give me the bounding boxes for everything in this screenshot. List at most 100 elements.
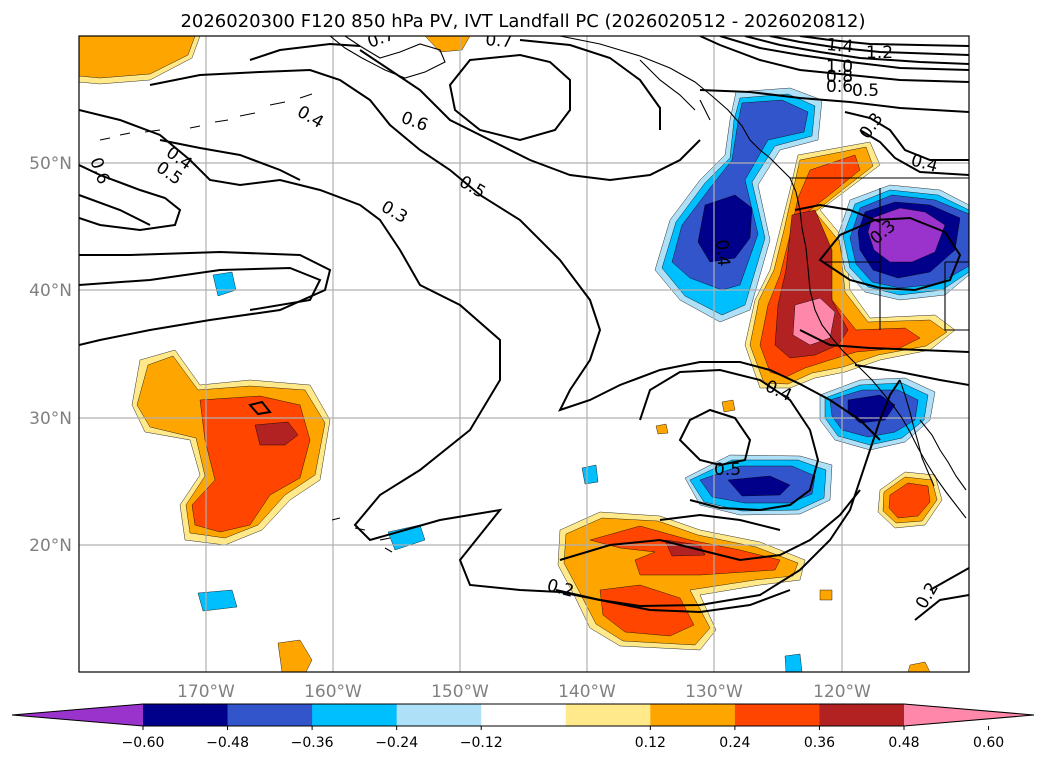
coastlines bbox=[99, 36, 969, 553]
contour-line bbox=[149, 68, 881, 441]
shade-cyan-spot2 bbox=[197, 589, 238, 612]
map-title: 2026020300 F120 850 hPa PV, IVT Landfall… bbox=[180, 11, 865, 32]
contour-line bbox=[818, 216, 962, 292]
longitude-labels: 170°W 160°W 150°W 140°W 130°W 120°W bbox=[177, 682, 871, 702]
colorbar-segment bbox=[227, 704, 313, 726]
lat-label-50n: 50°N bbox=[29, 154, 72, 174]
contour-line bbox=[659, 513, 781, 531]
contour-line bbox=[559, 489, 861, 562]
contour-line bbox=[799, 36, 969, 47]
contour-line bbox=[794, 203, 881, 223]
lon-label-140w: 140°W bbox=[558, 682, 616, 702]
contour-line bbox=[744, 36, 969, 65]
colorbar: −0.60 −0.48 −0.36 −0.24 −0.12 0.12 0.24 0.36 0.4… bbox=[11, 703, 1035, 751]
contour-line bbox=[79, 194, 151, 226]
lon-label-120w: 120°W bbox=[813, 682, 871, 702]
contour-line bbox=[79, 109, 901, 608]
lat-label-40n: 40°N bbox=[29, 281, 72, 301]
shade-navy-sub1 bbox=[727, 475, 791, 497]
contour-line bbox=[159, 139, 301, 181]
contour-line bbox=[519, 39, 661, 130]
contour-line bbox=[844, 111, 969, 161]
shade-orange-spot5 bbox=[907, 661, 931, 672]
lat-label-30n: 30°N bbox=[29, 409, 72, 429]
colorbar-segment bbox=[312, 704, 398, 726]
contour-line bbox=[859, 129, 969, 176]
shade-darkred-west bbox=[254, 421, 299, 446]
colorbar-tick-label: 0.24 bbox=[719, 735, 750, 751]
contour-line bbox=[249, 42, 361, 61]
shade-orange-spot1 bbox=[277, 639, 313, 672]
colorbar-segment bbox=[819, 704, 905, 726]
contour-line bbox=[929, 567, 969, 591]
shade-orange-spot2 bbox=[721, 399, 736, 413]
contour-label: 1.2 bbox=[866, 43, 893, 63]
contour-line bbox=[699, 89, 969, 113]
contour-line bbox=[79, 266, 322, 311]
colorbar-extend-low bbox=[12, 704, 143, 726]
contour-label: 0.5 bbox=[714, 460, 741, 480]
shade-pink-coast bbox=[792, 297, 836, 346]
graticule bbox=[79, 36, 969, 672]
lon-label-150w: 150°W bbox=[431, 682, 489, 702]
shade-navy-bc bbox=[697, 194, 753, 263]
shade-orange-topleft bbox=[79, 36, 196, 79]
colorbar-tick-label: −0.24 bbox=[375, 735, 418, 751]
coast-westcoast bbox=[795, 191, 967, 519]
latitude-labels: 50°N 40°N 30°N 20°N bbox=[29, 154, 72, 556]
coast-alaska bbox=[329, 36, 797, 193]
contour-label: 0.5 bbox=[852, 81, 879, 101]
colorbar-tick-label: 0.12 bbox=[635, 735, 666, 751]
shade-orange-spot4 bbox=[819, 589, 833, 601]
colorbar-tick-label: 0.36 bbox=[804, 735, 835, 751]
colorbar-segment bbox=[565, 704, 651, 726]
contour-line bbox=[359, 49, 701, 182]
shade-cyan-spot4 bbox=[581, 464, 599, 485]
contour-line bbox=[854, 364, 969, 386]
contour-line bbox=[248, 400, 272, 416]
lat-label-20n: 20°N bbox=[29, 536, 72, 556]
colorbar-tick-label: −0.36 bbox=[291, 735, 334, 751]
contour-line bbox=[448, 53, 571, 142]
colorbar-tick-label: −0.48 bbox=[206, 735, 249, 751]
coast-baja bbox=[899, 379, 967, 491]
contour-label: 0.6 bbox=[826, 77, 853, 97]
contour-line bbox=[639, 368, 820, 512]
contour-line bbox=[699, 36, 969, 83]
lon-label-130w: 130°W bbox=[685, 682, 743, 702]
colorbar-segment bbox=[650, 704, 736, 726]
contour-label: 0.4 bbox=[711, 239, 733, 268]
colorbar-segment bbox=[143, 704, 229, 726]
contour-label: 1.0 bbox=[826, 57, 853, 77]
colorbar-segment bbox=[396, 704, 482, 726]
map-area: 0.7 0.7 1.4 1.2 1.0 0.8 0.6 0.5 0.3 0.4 … bbox=[79, 30, 969, 672]
shade-purple-basin bbox=[867, 207, 946, 263]
contour-line bbox=[79, 164, 182, 232]
lon-label-160w: 160°W bbox=[304, 682, 362, 702]
shade-orange-spot3 bbox=[655, 423, 669, 435]
colorbar-tick-label: 0.60 bbox=[973, 735, 1004, 751]
contour-label: 1.4 bbox=[826, 35, 855, 57]
contour-line bbox=[79, 250, 332, 346]
shade-redorange-baja bbox=[888, 482, 931, 519]
shade-cyan-spot5 bbox=[784, 653, 803, 672]
shade-orange-topmid bbox=[424, 36, 471, 53]
contour-line bbox=[719, 36, 969, 71]
colorbar-segment bbox=[481, 704, 567, 726]
map-frame bbox=[78, 35, 970, 673]
contour-line bbox=[678, 408, 752, 467]
colorbar-tick-label: −0.12 bbox=[460, 735, 503, 751]
contour-label: 0.8 bbox=[826, 67, 853, 87]
colorbar-segment bbox=[734, 704, 820, 726]
colorbar-tick-label: 0.48 bbox=[888, 735, 919, 751]
contour-line bbox=[914, 594, 969, 621]
colorbar-extend-high bbox=[904, 704, 1034, 726]
contour-label: 0.7 bbox=[485, 30, 514, 52]
colorbar-tick-label: −0.60 bbox=[122, 735, 165, 751]
pv-contours bbox=[79, 36, 969, 621]
pv-shading bbox=[79, 36, 969, 672]
contour-line bbox=[769, 36, 969, 56]
coast-aleutians bbox=[99, 93, 313, 141]
lon-label-170w: 170°W bbox=[177, 682, 235, 702]
